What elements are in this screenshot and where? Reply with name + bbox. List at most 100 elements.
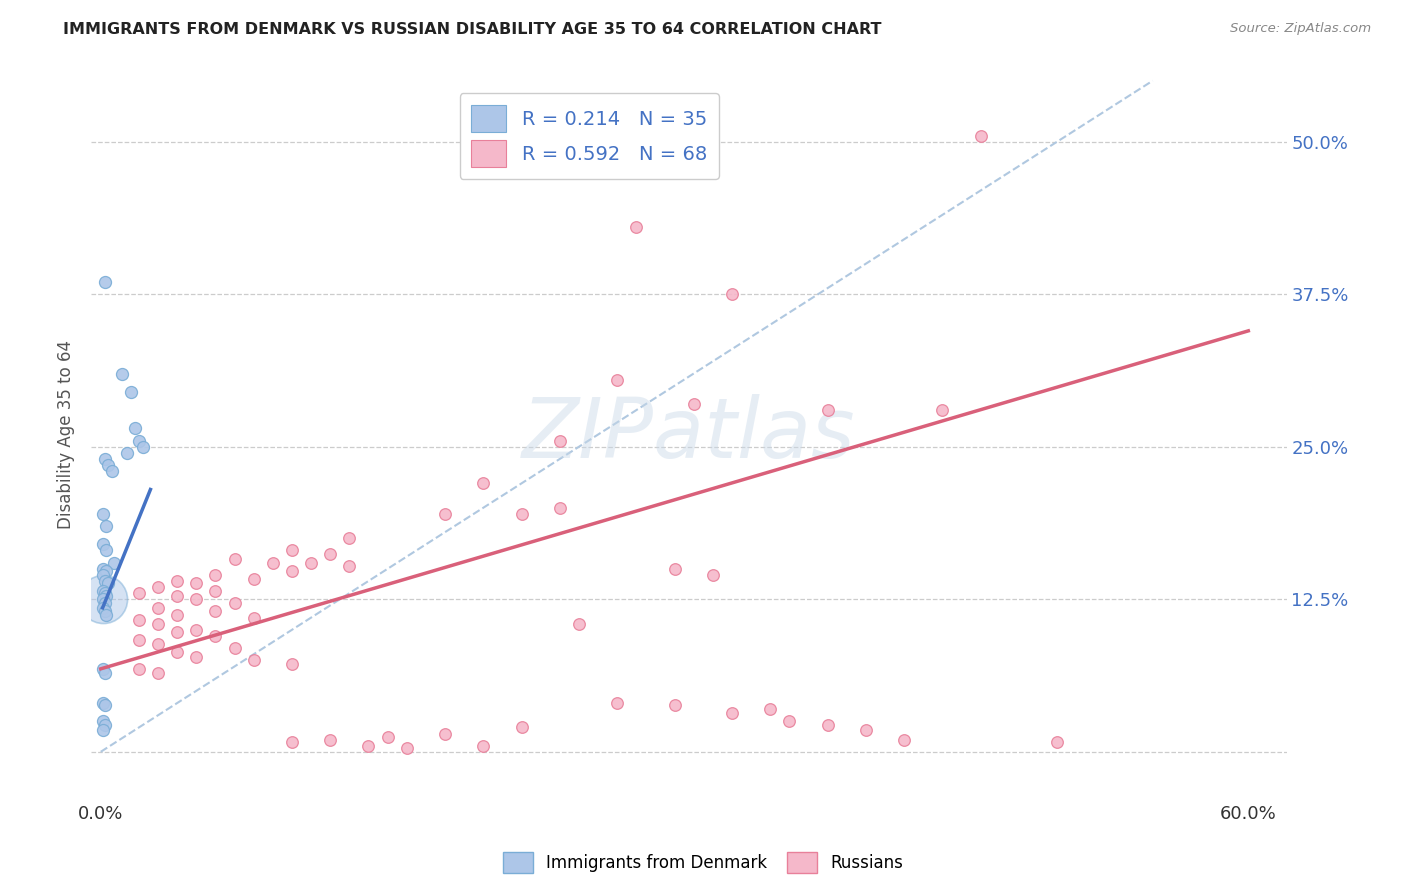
Point	[111, 367, 134, 381]
Point	[93, 596, 115, 610]
Point	[931, 403, 953, 417]
Point	[204, 605, 226, 619]
Point	[664, 698, 686, 713]
Point	[91, 507, 114, 521]
Point	[166, 574, 188, 588]
Legend: Immigrants from Denmark, Russians: Immigrants from Denmark, Russians	[496, 846, 910, 880]
Point	[91, 592, 114, 607]
Point	[319, 732, 342, 747]
Point	[186, 576, 208, 591]
Point	[128, 613, 150, 627]
Point	[626, 220, 648, 235]
Point	[146, 616, 169, 631]
Point	[262, 556, 284, 570]
Point	[204, 567, 226, 582]
Point	[224, 641, 246, 656]
Point	[128, 662, 150, 676]
Point	[855, 723, 877, 737]
Text: Source: ZipAtlas.com: Source: ZipAtlas.com	[1230, 22, 1371, 36]
Point	[91, 562, 114, 576]
Point	[568, 616, 591, 631]
Point	[472, 739, 495, 753]
Point	[337, 531, 360, 545]
Point	[510, 507, 533, 521]
Legend: R = 0.214   N = 35, R = 0.592   N = 68: R = 0.214 N = 35, R = 0.592 N = 68	[460, 93, 718, 179]
Point	[166, 625, 188, 640]
Point	[759, 702, 782, 716]
Point	[91, 723, 114, 737]
Point	[128, 632, 150, 647]
Point	[166, 645, 188, 659]
Point	[281, 564, 304, 578]
Point	[91, 537, 114, 551]
Point	[91, 583, 114, 598]
Point	[96, 564, 118, 578]
Point	[93, 665, 115, 680]
Point	[132, 440, 155, 454]
Point	[166, 608, 188, 623]
Point	[377, 730, 399, 744]
Point	[434, 726, 457, 740]
Point	[682, 397, 704, 411]
Point	[97, 576, 120, 591]
Point	[319, 547, 342, 561]
Text: ZIPatlas: ZIPatlas	[522, 394, 856, 475]
Point	[702, 567, 724, 582]
Point	[721, 706, 744, 720]
Point	[281, 543, 304, 558]
Point	[146, 580, 169, 594]
Point	[96, 519, 118, 533]
Point	[91, 567, 114, 582]
Point	[778, 714, 800, 729]
Point	[606, 696, 628, 710]
Point	[224, 596, 246, 610]
Point	[434, 507, 457, 521]
Point	[103, 556, 125, 570]
Point	[93, 698, 115, 713]
Point	[96, 589, 118, 603]
Point	[721, 287, 744, 301]
Point	[91, 592, 114, 607]
Point	[281, 735, 304, 749]
Point	[893, 732, 915, 747]
Point	[128, 434, 150, 448]
Y-axis label: Disability Age 35 to 64: Disability Age 35 to 64	[58, 340, 75, 529]
Point	[96, 608, 118, 623]
Point	[146, 665, 169, 680]
Point	[606, 373, 628, 387]
Point	[969, 128, 991, 143]
Point	[93, 452, 115, 467]
Point	[96, 543, 118, 558]
Point	[242, 653, 264, 667]
Point	[204, 629, 226, 643]
Point	[242, 572, 264, 586]
Point	[93, 586, 115, 600]
Point	[186, 649, 208, 664]
Point	[357, 739, 380, 753]
Point	[186, 623, 208, 637]
Point	[124, 421, 146, 435]
Point	[204, 583, 226, 598]
Point	[120, 384, 142, 399]
Point	[146, 600, 169, 615]
Point	[93, 574, 115, 588]
Point	[93, 718, 115, 732]
Point	[395, 741, 418, 756]
Point	[664, 562, 686, 576]
Point	[299, 556, 322, 570]
Point	[128, 586, 150, 600]
Point	[817, 718, 839, 732]
Point	[1046, 735, 1069, 749]
Text: IMMIGRANTS FROM DENMARK VS RUSSIAN DISABILITY AGE 35 TO 64 CORRELATION CHART: IMMIGRANTS FROM DENMARK VS RUSSIAN DISAB…	[63, 22, 882, 37]
Point	[472, 476, 495, 491]
Point	[186, 592, 208, 607]
Point	[337, 559, 360, 574]
Point	[91, 714, 114, 729]
Point	[242, 610, 264, 624]
Point	[817, 403, 839, 417]
Point	[117, 446, 139, 460]
Point	[91, 662, 114, 676]
Point	[101, 464, 124, 478]
Point	[510, 720, 533, 734]
Point	[93, 275, 115, 289]
